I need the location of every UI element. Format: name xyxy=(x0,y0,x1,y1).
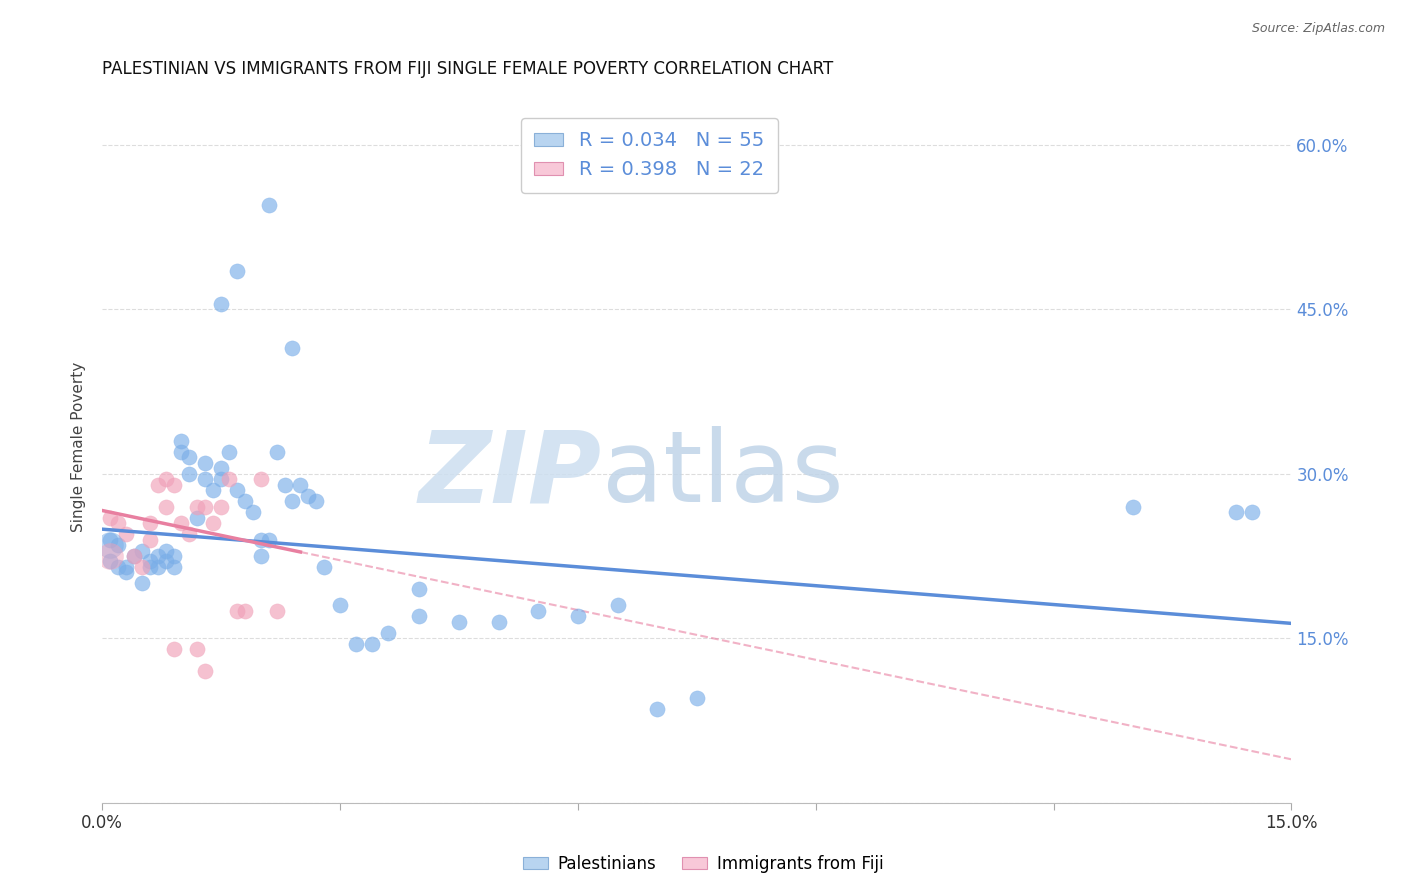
Point xyxy=(249,472,271,486)
Point xyxy=(408,609,430,624)
Point xyxy=(98,533,121,547)
Point xyxy=(162,477,184,491)
Legend: Palestinians, Immigrants from Fiji: Palestinians, Immigrants from Fiji xyxy=(516,848,890,880)
Point xyxy=(122,549,145,563)
Point xyxy=(305,494,328,508)
Point xyxy=(131,560,153,574)
Point xyxy=(179,467,201,481)
Point xyxy=(170,516,193,530)
Point xyxy=(329,599,352,613)
Point xyxy=(162,549,184,563)
Point xyxy=(218,472,240,486)
Point xyxy=(1240,505,1263,519)
Point xyxy=(162,560,184,574)
Point xyxy=(686,691,709,706)
Point xyxy=(186,642,208,657)
Point xyxy=(209,461,232,475)
Point xyxy=(266,445,288,459)
Point xyxy=(115,566,138,580)
Point xyxy=(209,500,232,514)
Point xyxy=(98,554,121,568)
Point xyxy=(273,477,295,491)
Point xyxy=(155,543,177,558)
Point xyxy=(179,527,201,541)
Point xyxy=(115,560,138,574)
Point xyxy=(139,516,162,530)
Point xyxy=(170,445,193,459)
Point xyxy=(194,664,217,678)
Point xyxy=(146,560,169,574)
Text: Source: ZipAtlas.com: Source: ZipAtlas.com xyxy=(1251,22,1385,36)
Point xyxy=(194,500,217,514)
Point xyxy=(226,604,249,618)
Point xyxy=(226,483,249,498)
Point xyxy=(98,510,121,524)
Point xyxy=(1122,500,1144,514)
Point xyxy=(257,533,280,547)
Point xyxy=(146,549,169,563)
Point xyxy=(209,472,232,486)
Point xyxy=(606,599,628,613)
Point xyxy=(107,516,129,530)
Point xyxy=(266,604,288,618)
Point xyxy=(344,637,367,651)
Point xyxy=(131,543,153,558)
Text: ZIP: ZIP xyxy=(419,426,602,524)
Point xyxy=(257,198,280,212)
Point xyxy=(107,560,129,574)
Point xyxy=(297,489,319,503)
Text: PALESTINIAN VS IMMIGRANTS FROM FIJI SINGLE FEMALE POVERTY CORRELATION CHART: PALESTINIAN VS IMMIGRANTS FROM FIJI SING… xyxy=(103,60,834,78)
Point xyxy=(202,483,225,498)
Point xyxy=(194,472,217,486)
Point xyxy=(290,477,312,491)
Point xyxy=(645,702,668,716)
Point xyxy=(155,472,177,486)
Point xyxy=(139,554,162,568)
Point xyxy=(139,533,162,547)
Point xyxy=(186,500,208,514)
Point xyxy=(281,341,304,355)
Point xyxy=(488,615,510,629)
Point xyxy=(186,510,208,524)
Point xyxy=(179,450,201,465)
Point xyxy=(162,642,184,657)
Point xyxy=(377,625,399,640)
Point xyxy=(567,609,589,624)
Point xyxy=(155,500,177,514)
Point xyxy=(98,538,121,552)
Point xyxy=(122,549,145,563)
Point xyxy=(115,527,138,541)
Point xyxy=(1225,505,1247,519)
Point xyxy=(360,637,382,651)
Point xyxy=(107,538,129,552)
Point xyxy=(146,477,169,491)
Point xyxy=(447,615,470,629)
Point xyxy=(314,560,336,574)
Point xyxy=(155,554,177,568)
Point xyxy=(218,445,240,459)
Text: atlas: atlas xyxy=(602,426,844,524)
Point xyxy=(233,494,256,508)
Point xyxy=(233,604,256,618)
Point xyxy=(249,533,271,547)
Point xyxy=(170,434,193,448)
Point xyxy=(408,582,430,596)
Point xyxy=(242,505,264,519)
Y-axis label: Single Female Poverty: Single Female Poverty xyxy=(72,361,86,532)
Legend: R = 0.034   N = 55, R = 0.398   N = 22: R = 0.034 N = 55, R = 0.398 N = 22 xyxy=(520,118,778,193)
Point xyxy=(139,560,162,574)
Point xyxy=(226,264,249,278)
Point xyxy=(209,297,232,311)
Point xyxy=(194,456,217,470)
Point xyxy=(131,576,153,591)
Point xyxy=(98,549,121,563)
Point xyxy=(202,516,225,530)
Point xyxy=(249,549,271,563)
Point xyxy=(527,604,550,618)
Point xyxy=(281,494,304,508)
